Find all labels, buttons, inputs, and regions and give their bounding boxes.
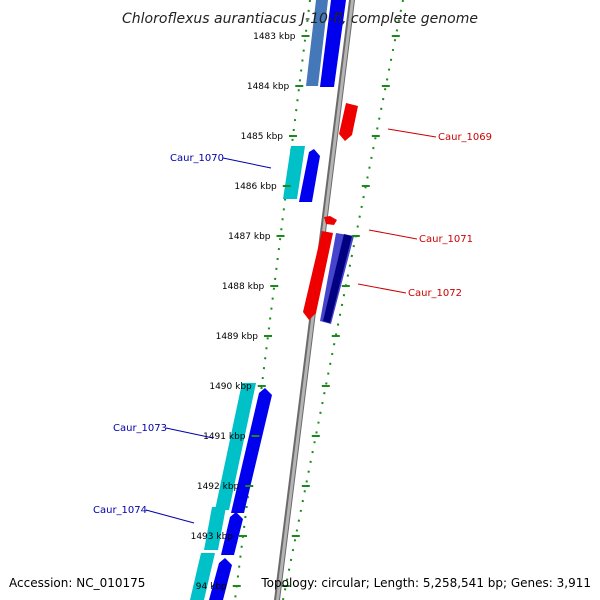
tick-label: 1488 kbp [222,282,265,292]
gene-feature[interactable] [221,512,243,555]
gene-feature[interactable] [320,0,346,87]
gene-feature[interactable] [324,216,337,225]
genome-summary-text: Topology: circular; Length: 5,258,541 bp… [260,576,591,590]
accession-text: Accession: NC_010175 [9,576,145,590]
gene-labels: Caur_1070 Caur_1073 Caur_1074 Caur_1069 Caur… [93,128,492,524]
tick-label: 1484 kbp [247,82,290,92]
gene-label[interactable]: Caur_1071 [419,234,473,245]
reverse-genes [303,103,358,324]
tick-label: 94 kbp [196,582,227,592]
tick-label: 1486 kbp [234,182,277,192]
tick-label: 1485 kbp [241,132,284,142]
gene-feature[interactable] [306,0,328,86]
gene-label[interactable]: Caur_1070 [170,153,224,164]
gene-feature[interactable] [204,507,226,550]
tick-label: 1491 kbp [203,432,246,442]
gene-callout-line [368,229,418,240]
tick-label: 1487 kbp [228,232,271,242]
forward-track-guide [234,0,311,600]
gene-feature[interactable] [215,383,256,510]
gene-feature[interactable] [339,103,358,141]
gene-callout-line [387,128,437,138]
tick-label: 1489 kbp [216,332,259,342]
map-title: Chloroflexus aurantiacus J-10-fl, comple… [122,11,478,27]
reverse-track-guide [282,0,404,600]
tick-label: 1492 kbp [197,482,240,492]
tick-label: 1483 kbp [253,32,296,42]
gene-label[interactable]: Caur_1072 [408,288,462,299]
gene-feature[interactable] [323,234,352,323]
kbp-ticks: 1483 kbp 1484 kbp 1485 kbp 1486 kbp 1487 kbp… [191,32,400,592]
gene-label[interactable]: Caur_1069 [438,132,492,143]
gene-label[interactable]: Caur_1074 [93,505,147,516]
tick-label: 1490 kbp [209,382,252,392]
tick-label: 1493 kbp [191,532,234,542]
gene-feature[interactable] [209,558,232,600]
gene-callout-line [222,157,272,169]
gene-callout-line [357,283,407,294]
gene-feature[interactable] [303,231,333,320]
gene-callout-line [165,427,214,439]
gene-feature[interactable] [190,553,215,600]
gene-label[interactable]: Caur_1073 [113,423,167,434]
gene-feature[interactable] [231,388,272,513]
gene-feature[interactable] [299,149,320,202]
gene-callout-line [145,509,195,524]
